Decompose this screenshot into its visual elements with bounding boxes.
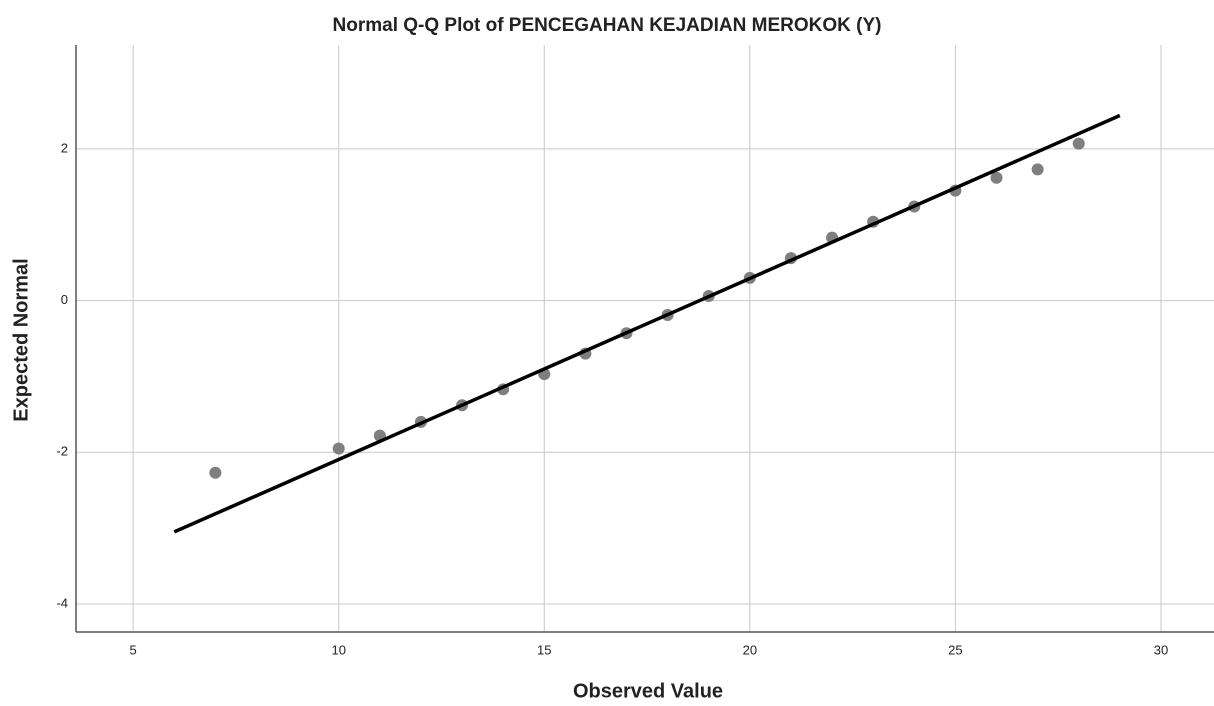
x-tick-label: 15 [537, 642, 551, 657]
x-tick-label: 30 [1154, 642, 1168, 657]
y-axis-label: Expected Normal [10, 258, 32, 421]
x-tick-label: 20 [743, 642, 757, 657]
data-point [1072, 137, 1085, 150]
y-tick-label: 0 [61, 292, 68, 307]
y-tick-label: -4 [56, 595, 68, 610]
data-point [990, 171, 1003, 184]
reference-line [173, 113, 1121, 534]
x-tick-label: 25 [948, 642, 962, 657]
x-axis-label: Observed Value [573, 680, 723, 702]
data-point [332, 442, 345, 455]
y-tick-label: 2 [61, 140, 68, 155]
x-tick-label: 10 [331, 642, 345, 657]
chart-title: Normal Q-Q Plot of PENCEGAHAN KEJADIAN M… [333, 15, 882, 36]
data-point [209, 466, 222, 479]
x-tick-label: 5 [130, 642, 137, 657]
data-point [1031, 163, 1044, 176]
y-tick-label: -2 [56, 444, 68, 459]
